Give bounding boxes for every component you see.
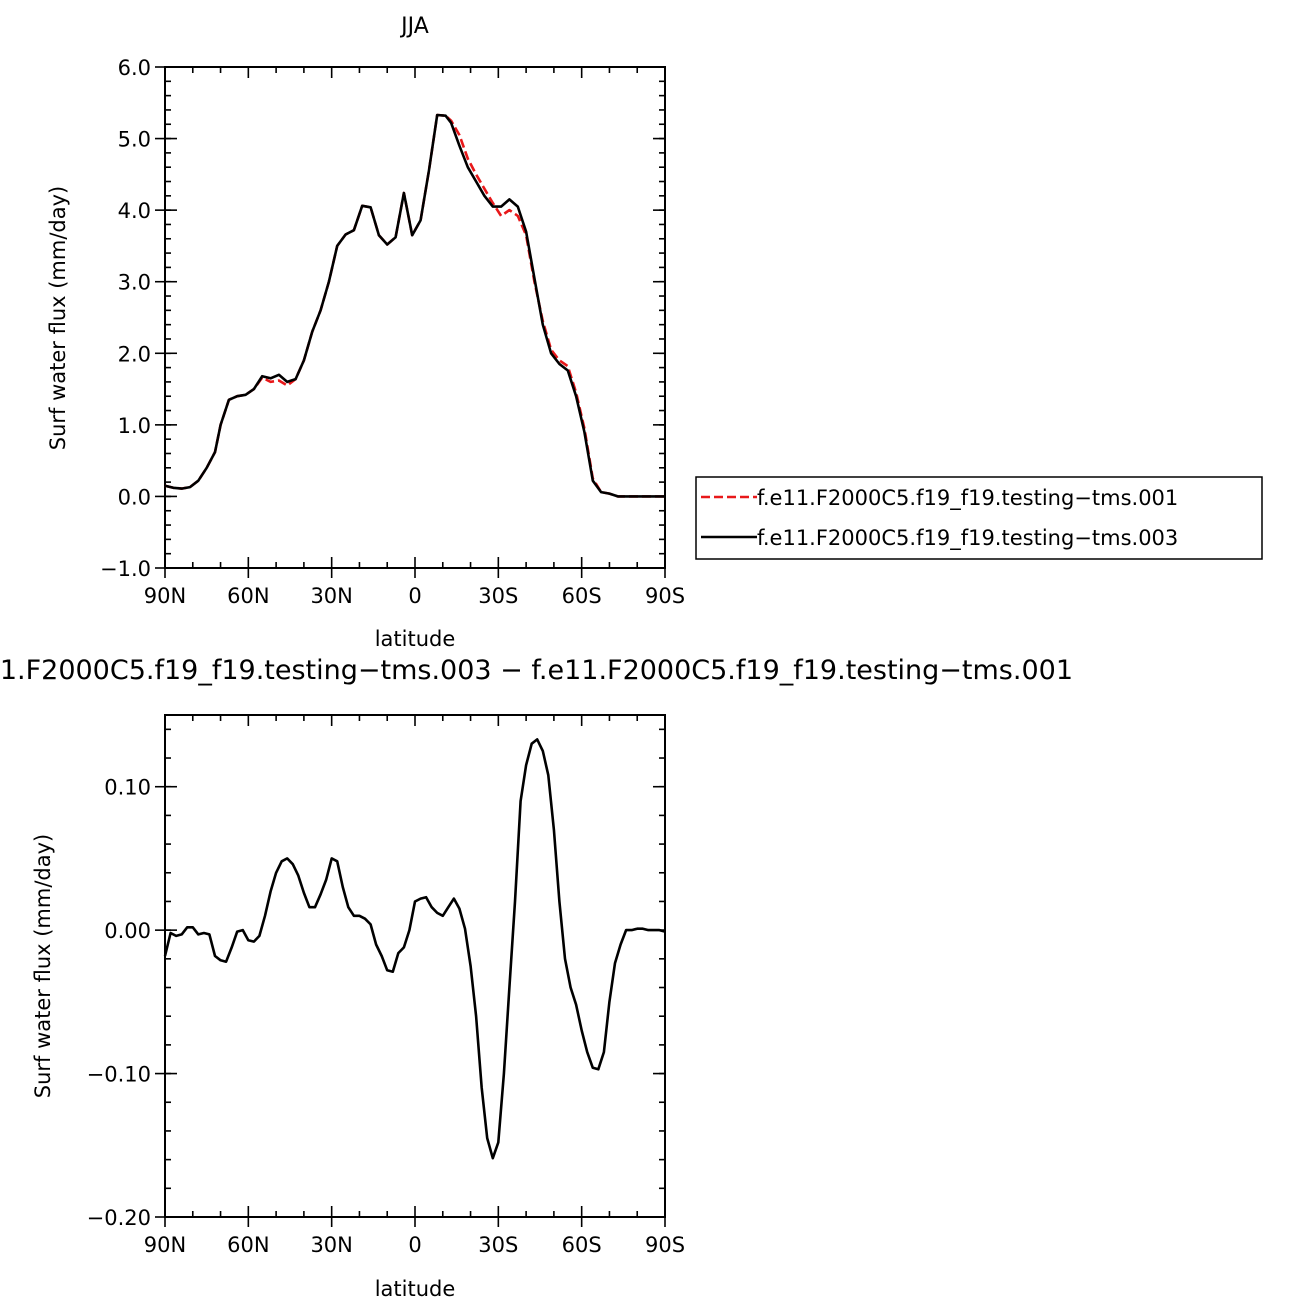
legend-label-series-001: f.e11.F2000C5.f19_f19.testing−tms.001 bbox=[757, 486, 1178, 511]
y-axis-title: Surf water flux (mm/day) bbox=[46, 186, 70, 451]
plot-area: 90N 60N 30N 0 30S 60S 90S −1.0 0.0 1.0 2.0 3.0 4.0 5.… bbox=[100, 56, 685, 608]
difference-panel: f.e11.F2000C5.f19_f19.testing−tms.003 − … bbox=[0, 655, 1073, 1301]
legend-box bbox=[695, 476, 1263, 560]
x-tick-label: 60S bbox=[562, 1233, 602, 1257]
x-axis-title: latitude bbox=[375, 1277, 456, 1301]
x-tick-label: 0 bbox=[408, 1233, 421, 1257]
x-tick-label: 30N bbox=[310, 584, 352, 608]
y-tick-label: −0.10 bbox=[87, 1063, 151, 1087]
legend-label-series-003: f.e11.F2000C5.f19_f19.testing−tms.003 bbox=[757, 526, 1178, 551]
y-tick-label: −0.20 bbox=[87, 1206, 151, 1230]
plot-title: JJA bbox=[399, 14, 429, 39]
series-line-0 bbox=[164, 113, 665, 498]
legend: f.e11.F2000C5.f19_f19.testing−tms.001 f.… bbox=[695, 476, 1263, 560]
x-tick-label: 60S bbox=[562, 584, 602, 608]
difference-title: f.e11.F2000C5.f19_f19.testing−tms.003 − … bbox=[0, 655, 1073, 686]
x-tick-label: 90S bbox=[645, 1233, 685, 1257]
y-tick-label: 0.10 bbox=[104, 776, 151, 800]
y-tick-label: 1.0 bbox=[118, 414, 151, 438]
y-tick-label: 4.0 bbox=[118, 199, 151, 223]
x-tick-label: 0 bbox=[408, 584, 421, 608]
series-line-0 bbox=[163, 738, 666, 1160]
x-tick-label: 90N bbox=[144, 584, 186, 608]
y-tick-label: 2.0 bbox=[118, 342, 151, 366]
x-tick-label: 90S bbox=[645, 584, 685, 608]
series-line-1 bbox=[164, 113, 665, 498]
y-tick-label: 0.00 bbox=[104, 919, 151, 943]
plot-frame bbox=[164, 66, 666, 569]
x-tick-label: 60N bbox=[227, 584, 269, 608]
x-tick-label: 60N bbox=[227, 1233, 269, 1257]
y-tick-label: 6.0 bbox=[118, 56, 151, 80]
y-tick-label: 3.0 bbox=[118, 271, 151, 295]
y-tick-label: 5.0 bbox=[118, 128, 151, 152]
y-tick-label: −1.0 bbox=[100, 557, 151, 581]
y-tick-label: 0.0 bbox=[118, 485, 151, 509]
plot-area: 90N 60N 30N 0 30S 60S 90S −0.20 −0.10 0.00 0.10 bbox=[87, 714, 685, 1257]
x-axis-title: latitude bbox=[375, 627, 456, 651]
x-tick-label: 30S bbox=[478, 1233, 518, 1257]
y-axis-title: Surf water flux (mm/day) bbox=[31, 834, 55, 1099]
zonal-mean-panel: JJA 90N 60N 30N 0 30S 60S 90S −1.0 0.0 1.0 2.0 3.0 4… bbox=[46, 14, 685, 651]
x-tick-label: 30N bbox=[310, 1233, 352, 1257]
x-tick-label: 30S bbox=[478, 584, 518, 608]
x-tick-label: 90N bbox=[144, 1233, 186, 1257]
plot-frame bbox=[164, 714, 666, 1218]
